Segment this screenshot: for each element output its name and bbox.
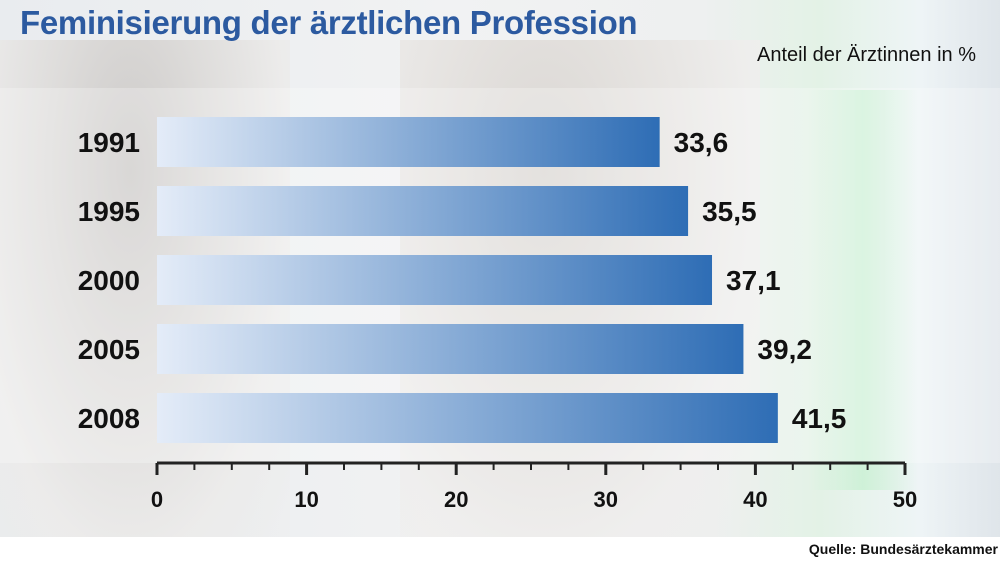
x-tick-label-20: 20 [444,487,468,512]
x-tick-label-30: 30 [594,487,618,512]
bar-1991 [157,117,660,167]
bar-2005 [157,324,744,374]
value-label-2008: 41,5 [792,403,847,434]
chart-title: Feminisierung der ärztlichen Profession [20,4,638,41]
category-label-2000: 2000 [78,265,140,296]
value-label-1991: 33,6 [674,127,729,158]
value-label-2000: 37,1 [726,265,781,296]
x-tick-label-50: 50 [893,487,917,512]
category-label-2005: 2005 [78,334,140,365]
footer-band [0,537,1000,563]
bar-1995 [157,186,689,236]
category-label-2008: 2008 [78,403,140,434]
source-note: Quelle: Bundesärztekammer [808,541,998,557]
value-label-1995: 35,5 [702,196,757,227]
category-label-1995: 1995 [78,196,140,227]
bar-2000 [157,255,713,305]
unit-label: Anteil der Ärztinnen in % [756,44,976,66]
x-tick-label-40: 40 [743,487,767,512]
x-tick-label-0: 0 [151,487,163,512]
x-tick-label-10: 10 [294,487,318,512]
category-label-1991: 1991 [78,127,140,158]
value-label-2005: 39,2 [757,334,812,365]
background-green-light [808,90,918,490]
bar-2008 [157,393,778,443]
